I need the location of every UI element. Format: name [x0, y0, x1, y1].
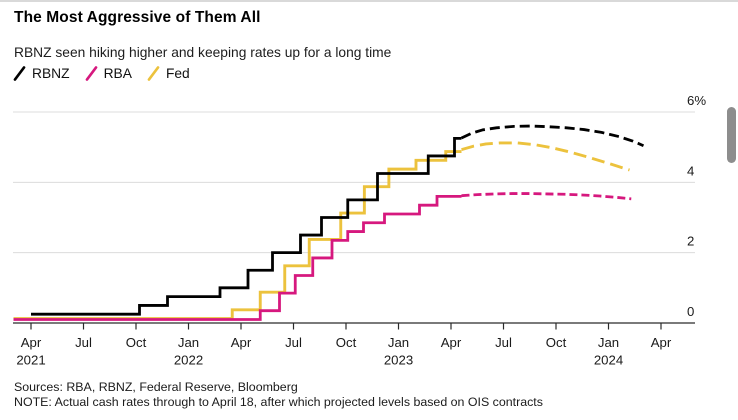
top-border-rule — [0, 0, 738, 2]
x-axis-month-label: Apr — [231, 335, 252, 350]
x-axis-month-label: Oct — [546, 335, 567, 350]
x-axis-month-label: Apr — [651, 335, 672, 350]
legend-item-rba: RBA — [85, 66, 132, 81]
chart-title: The Most Aggressive of Them All — [14, 9, 261, 26]
x-axis-month-label: Jan — [598, 335, 619, 350]
x-axis-year-label: 2022 — [174, 353, 203, 368]
y-axis-label: 4 — [687, 163, 694, 178]
note-line: NOTE: Actual cash rates through to April… — [14, 395, 543, 410]
x-axis-month-label: Apr — [441, 335, 462, 350]
series-solid-rbnz — [31, 136, 462, 316]
series-projection-rbnz — [460, 124, 645, 148]
scrollbar-thumb[interactable] — [727, 107, 736, 163]
series-solid-fed — [13, 150, 462, 321]
legend-item-fed: Fed — [147, 66, 190, 81]
legend-label: Fed — [165, 66, 190, 81]
legend-slash-icon — [13, 66, 26, 81]
chart-subtitle: RBNZ seen hiking higher and keeping rate… — [14, 45, 392, 60]
legend-slash-icon — [85, 66, 97, 81]
x-axis-month-label: Jul — [495, 335, 512, 350]
x-axis-month-label: Apr — [21, 335, 42, 350]
legend: RBNZ RBA Fed — [13, 66, 190, 81]
x-axis-year-label: 2021 — [16, 353, 45, 368]
footer: Sources: RBA, RBNZ, Federal Reserve, Blo… — [14, 380, 543, 410]
series-projection-rba — [461, 192, 632, 201]
sources-line: Sources: RBA, RBNZ, Federal Reserve, Blo… — [14, 380, 298, 394]
legend-label: RBA — [103, 66, 132, 81]
series-solid-rba — [13, 194, 462, 321]
legend-slash-icon — [147, 66, 160, 81]
x-axis-month-label: Jul — [285, 335, 302, 350]
x-axis-month-label: Jan — [178, 335, 199, 350]
x-axis-month-label: Oct — [336, 335, 357, 350]
legend-item-rbnz: RBNZ — [13, 66, 70, 81]
x-axis-month-label: Oct — [126, 335, 147, 350]
y-axis-label: 2 — [687, 234, 694, 249]
y-axis-label: 0 — [687, 304, 694, 319]
x-axis-year-label: 2023 — [384, 353, 413, 368]
x-axis-year-label: 2024 — [594, 353, 623, 368]
legend-label: RBNZ — [32, 66, 70, 81]
series-projection-fed — [461, 141, 630, 172]
y-axis-label: 6% — [687, 93, 706, 108]
x-axis-month-label: Jan — [388, 335, 409, 350]
x-axis-month-label: Jul — [75, 335, 92, 350]
